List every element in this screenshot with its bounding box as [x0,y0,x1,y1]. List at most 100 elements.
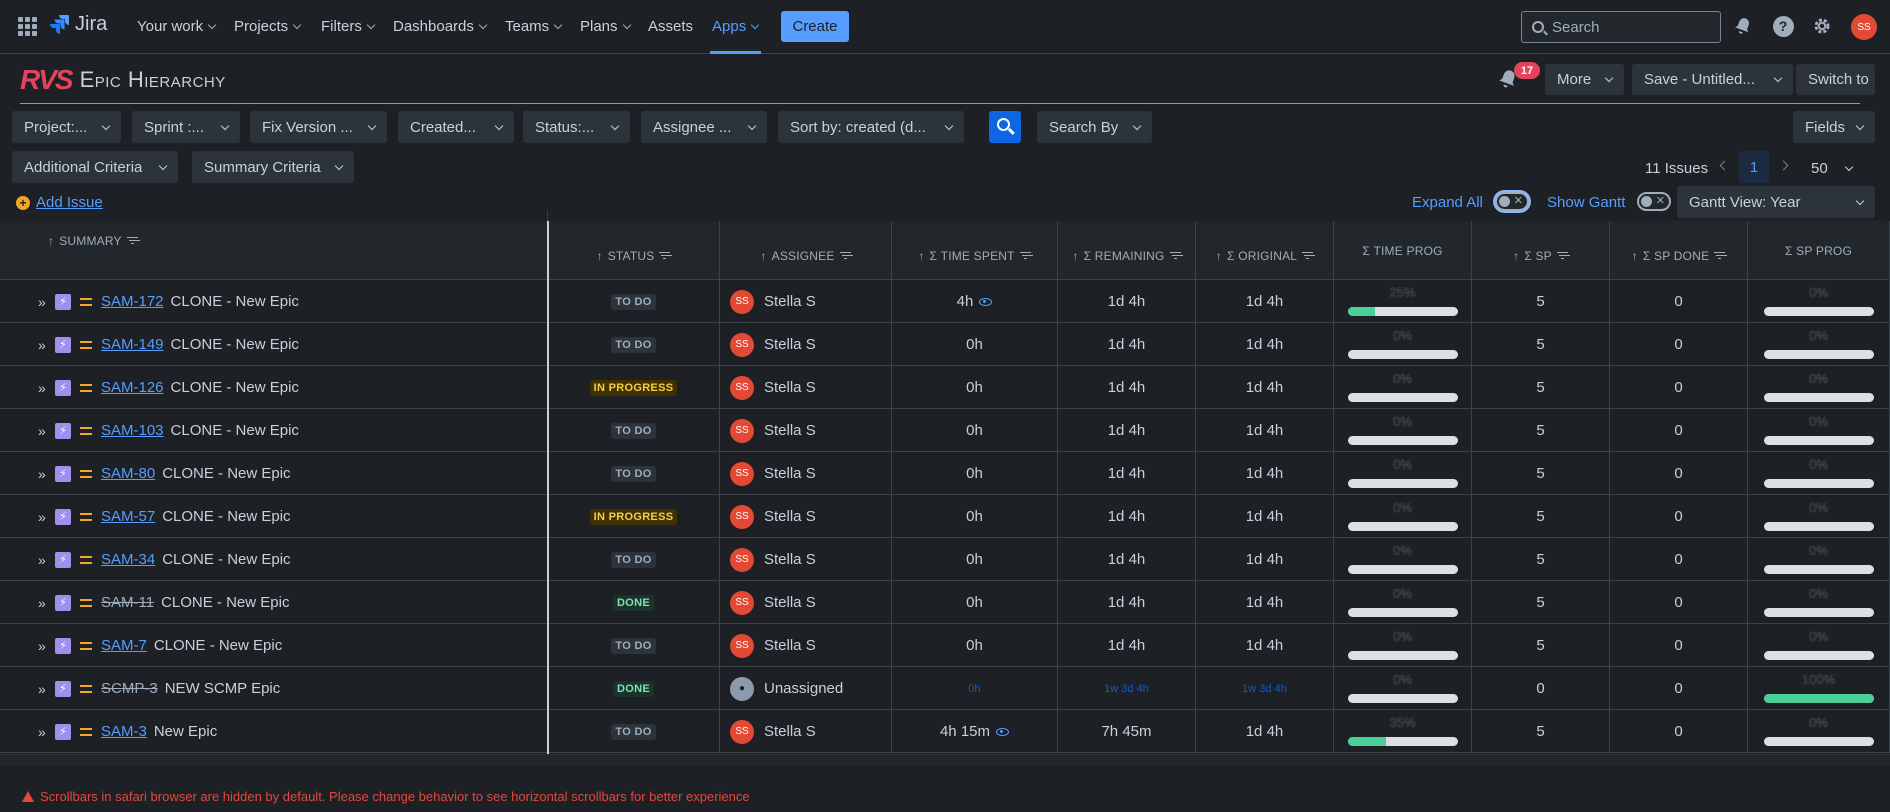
next-page-icon[interactable] [1778,160,1789,171]
column-remaining[interactable]: ↑ Σ REMAINING [1058,221,1196,280]
nav-assets[interactable]: Assets [648,18,693,35]
expand-row-icon[interactable]: » [38,723,46,740]
sort-select[interactable]: Sort by: created (d... [778,111,964,143]
nav-projects[interactable]: Projects [234,18,302,35]
nav-filters[interactable]: Filters [321,18,376,35]
expand-all-toggle[interactable]: ✕ [1495,192,1529,211]
issue-key-link[interactable]: SAM-126 [101,379,164,396]
expand-row-icon[interactable]: » [38,422,46,439]
global-search-input[interactable]: Search [1521,11,1721,43]
show-gantt-toggle[interactable]: ✕ [1637,192,1671,211]
created-filter[interactable]: Created... [398,111,514,143]
table-row[interactable]: » ⚡ SAM-80 CLONE - New Epic TO DO SS Stella S 0… [0,452,1890,495]
nav-teams[interactable]: Teams [505,18,563,35]
page-size-select[interactable]: 50 [1811,153,1853,183]
filter-icon[interactable] [1714,251,1726,260]
table-row[interactable]: » ⚡ SAM-3 New Epic TO DO SS Stella S 4h 15m 7h 4… [0,710,1890,753]
column-time-spent[interactable]: ↑ Σ TIME SPENT [892,221,1058,280]
column-assignee[interactable]: ↑ ASSIGNEE [720,221,892,280]
assignee-name: Stella S [764,551,816,568]
notifications-icon[interactable] [1732,15,1754,37]
filter-icon[interactable] [839,251,851,260]
issue-key-link[interactable]: SAM-57 [101,508,156,525]
help-icon-button[interactable]: ? [1772,15,1794,37]
app-switcher-icon[interactable] [18,17,37,36]
table-row[interactable]: » ⚡ SAM-57 CLONE - New Epic IN PROGRESS SS Ste… [0,495,1890,538]
nav-plans[interactable]: Plans [580,18,631,35]
expand-row-icon[interactable]: » [38,379,46,396]
expand-row-icon[interactable]: » [38,637,46,654]
search-button[interactable] [989,111,1021,143]
issue-key-link[interactable]: SCMP-3 [101,680,158,697]
table-row[interactable]: » ⚡ SAM-103 CLONE - New Epic TO DO SS Stella S… [0,409,1890,452]
status-filter[interactable]: Status:... [523,111,630,143]
assignee-filter[interactable]: Assignee ... [641,111,767,143]
column-summary[interactable]: ↑ SUMMARY [0,211,548,270]
table-row[interactable]: » ⚡ SAM-34 CLONE - New Epic TO DO SS Stella S 0… [0,538,1890,581]
more-button[interactable]: More [1545,64,1624,95]
add-issue-link[interactable]: + Add Issue [16,194,103,211]
save-button[interactable]: Save - Untitled... [1632,64,1793,95]
horizontal-scrollbar[interactable] [0,754,1890,766]
expand-row-icon[interactable]: » [38,680,46,697]
column-status[interactable]: ↑ STATUS [548,221,720,280]
summary-criteria-filter[interactable]: Summary Criteria [192,151,354,183]
column-original[interactable]: ↑ Σ ORIGINAL [1196,221,1334,280]
expand-row-icon[interactable]: » [38,594,46,611]
expand-row-icon[interactable]: » [38,465,46,482]
additional-criteria-filter[interactable]: Additional Criteria [12,151,178,183]
column-sp-done[interactable]: ↑ Σ SP DONE [1610,221,1748,280]
filter-icon[interactable] [126,236,138,245]
expand-all-link[interactable]: Expand All [1412,194,1483,211]
previous-page-icon[interactable] [1719,160,1730,171]
show-gantt-label[interactable]: Show Gantt [1547,194,1626,211]
table-row[interactable]: » ⚡ SAM-11 CLONE - New Epic DONE SS Stella S 0h… [0,581,1890,624]
nav-apps[interactable]: Apps [712,18,760,35]
project-filter[interactable]: Project:... [12,111,121,143]
settings-icon[interactable] [1811,15,1833,37]
expand-row-icon[interactable]: » [38,336,46,353]
column-sp[interactable]: ↑ Σ SP [1472,221,1610,280]
sprint-filter[interactable]: Sprint :... [132,111,240,143]
issue-key-link[interactable]: SAM-103 [101,422,164,439]
progress-percent: 35% [1389,715,1416,730]
nav-dashboards[interactable]: Dashboards [393,18,488,35]
issue-key-link[interactable]: SAM-7 [101,637,147,654]
issue-key-link[interactable]: SAM-34 [101,551,156,568]
user-avatar[interactable]: SS [1851,14,1877,40]
column-resizer[interactable] [547,221,549,754]
fix-version-filter[interactable]: Fix Version ... [250,111,387,143]
table-row[interactable]: » ⚡ SCMP-3 NEW SCMP Epic DONE ● Unassigned 0h 1w… [0,667,1890,710]
create-button[interactable]: Create [781,11,849,42]
filter-icon[interactable] [1169,251,1181,260]
expand-row-icon[interactable]: » [38,293,46,310]
eye-icon[interactable] [979,297,993,306]
expand-row-icon[interactable]: » [38,508,46,525]
search-by-select[interactable]: Search By [1037,111,1152,143]
nav-your-work[interactable]: Your work [137,18,217,35]
progress-track [1763,436,1874,445]
filter-icon[interactable] [659,251,671,260]
table-row[interactable]: » ⚡ SAM-7 CLONE - New Epic TO DO SS Stella S 0h… [0,624,1890,667]
issue-key-link[interactable]: SAM-11 [101,594,155,611]
switch-to-button[interactable]: Switch to [1796,64,1875,95]
filter-icon[interactable] [1019,251,1031,260]
issue-key-link[interactable]: SAM-149 [101,336,164,353]
jira-logo[interactable]: Jira [49,13,107,36]
expand-row-icon[interactable]: » [38,551,46,568]
table-row[interactable]: » ⚡ SAM-172 CLONE - New Epic TO DO SS Stella S… [0,280,1890,323]
cell-remaining: 1d 4h [1058,280,1196,323]
table-row[interactable]: » ⚡ SAM-149 CLONE - New Epic TO DO SS Stella S… [0,323,1890,366]
current-page-button[interactable]: 1 [1739,151,1769,183]
cell-sp: 5 [1472,495,1610,538]
issue-key-link[interactable]: SAM-3 [101,723,147,740]
fields-button[interactable]: Fields [1793,111,1875,143]
issue-key-link[interactable]: SAM-172 [101,293,164,310]
issue-key-link[interactable]: SAM-80 [101,465,156,482]
filter-icon[interactable] [1302,251,1314,260]
filter-icon[interactable] [1556,251,1568,260]
eye-icon[interactable] [996,727,1010,736]
table-row[interactable]: » ⚡ SAM-126 CLONE - New Epic IN PROGRESS SS St… [0,366,1890,409]
app-notifications-icon[interactable] [1497,68,1519,90]
gantt-view-select[interactable]: Gantt View: Year [1677,186,1875,218]
